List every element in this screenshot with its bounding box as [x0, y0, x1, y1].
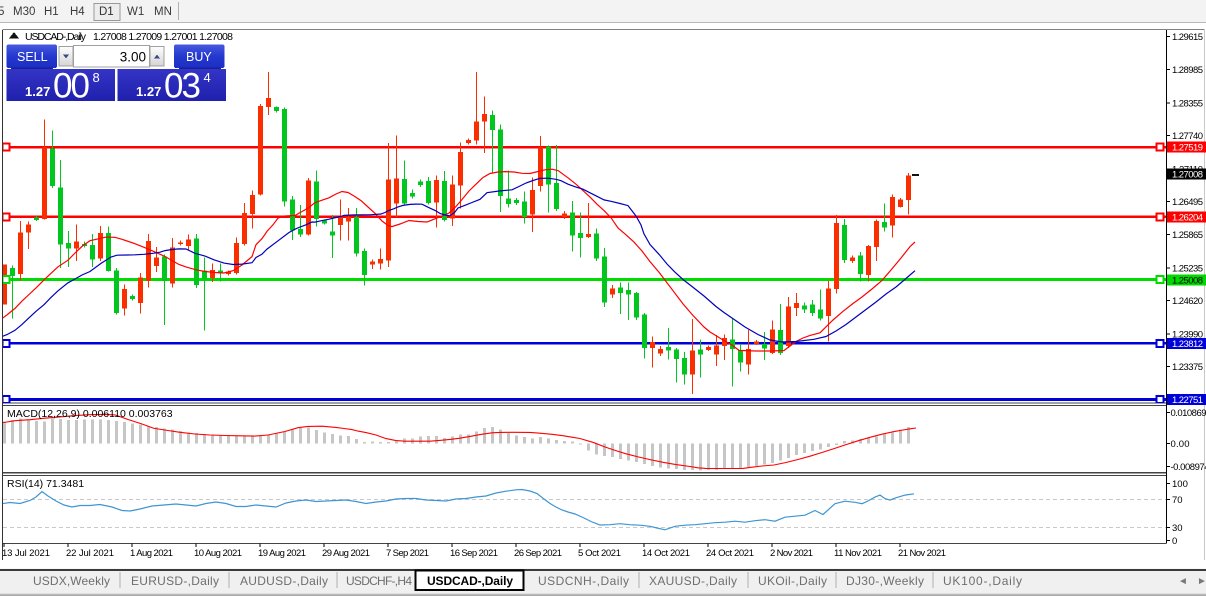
- svg-text:USDCAD-,Daily: USDCAD-,Daily: [427, 574, 513, 588]
- svg-text:1.25235: 1.25235: [1172, 264, 1203, 275]
- svg-text:USDCNH-,Daily: USDCNH-,Daily: [538, 574, 629, 588]
- svg-text:19 Aug 2021: 19 Aug 2021: [258, 548, 306, 559]
- svg-text:H4: H4: [70, 6, 85, 18]
- svg-text:1.23812: 1.23812: [1172, 339, 1203, 350]
- svg-text:EURUSD-,Daily: EURUSD-,Daily: [131, 574, 219, 588]
- svg-text:USDCAD-,Daily: USDCAD-,Daily: [25, 31, 87, 43]
- svg-text:SELL: SELL: [17, 50, 48, 64]
- svg-text:7 Sep 2021: 7 Sep 2021: [386, 548, 429, 559]
- svg-text:1.22751: 1.22751: [1172, 395, 1203, 406]
- svg-text:0.010869: 0.010869: [1171, 408, 1206, 419]
- svg-text:1.24620: 1.24620: [1172, 296, 1203, 307]
- svg-text:1.28355: 1.28355: [1172, 98, 1203, 109]
- svg-text:AUDUSD-,Daily: AUDUSD-,Daily: [240, 574, 328, 588]
- svg-text:5: 5: [0, 6, 4, 18]
- svg-text:RSI(14) 71.3481: RSI(14) 71.3481: [7, 478, 84, 490]
- svg-text:MN: MN: [154, 6, 172, 18]
- svg-text:0: 0: [1172, 536, 1177, 547]
- svg-text:29 Aug 2021: 29 Aug 2021: [322, 548, 370, 559]
- svg-text:1.27008: 1.27008: [1172, 170, 1203, 181]
- svg-text:►: ►: [1197, 576, 1206, 587]
- svg-text:10 Aug 2021: 10 Aug 2021: [194, 548, 242, 559]
- svg-text:MACD(12,26,9) 0.006110 0.00376: MACD(12,26,9) 0.006110 0.003763: [7, 408, 173, 420]
- svg-text:1 Aug 2021: 1 Aug 2021: [130, 548, 173, 559]
- svg-text:1.26204: 1.26204: [1172, 212, 1203, 223]
- svg-text:-0.008974: -0.008974: [1171, 462, 1206, 473]
- svg-text:1.23375: 1.23375: [1172, 362, 1203, 373]
- svg-text:XAUUSD-,Daily: XAUUSD-,Daily: [649, 574, 737, 588]
- svg-text:21 Nov 2021: 21 Nov 2021: [898, 548, 946, 559]
- svg-text:USDX,Weekly: USDX,Weekly: [33, 574, 110, 588]
- svg-text:2 Nov 2021: 2 Nov 2021: [770, 548, 813, 559]
- svg-text:30: 30: [1172, 523, 1183, 534]
- svg-text:1.27008 1.27009 1.27001 1.2700: 1.27008 1.27009 1.27001 1.27008: [93, 31, 233, 43]
- svg-text:8: 8: [93, 70, 100, 85]
- svg-text:1.29615: 1.29615: [1172, 32, 1203, 43]
- svg-text:13 Jul 2021: 13 Jul 2021: [2, 548, 50, 559]
- svg-text:W1: W1: [127, 6, 144, 18]
- svg-text:1.27: 1.27: [136, 84, 161, 99]
- svg-text:4: 4: [204, 70, 211, 85]
- svg-text:UKOil-,Daily: UKOil-,Daily: [758, 574, 827, 588]
- svg-text:70: 70: [1172, 495, 1183, 506]
- svg-text:UK100-,Daily: UK100-,Daily: [943, 574, 1022, 588]
- svg-text:1.23990: 1.23990: [1172, 329, 1203, 340]
- svg-text:22 Jul 2021: 22 Jul 2021: [66, 548, 114, 559]
- svg-text:USDCHF-,H4: USDCHF-,H4: [346, 574, 412, 588]
- svg-text:1.27: 1.27: [25, 84, 50, 99]
- svg-text:11 Nov 2021: 11 Nov 2021: [834, 548, 882, 559]
- svg-text:1.25865: 1.25865: [1172, 230, 1203, 241]
- svg-text:16 Sep 2021: 16 Sep 2021: [450, 548, 498, 559]
- svg-text:3.00: 3.00: [120, 50, 146, 65]
- svg-text:1.26495: 1.26495: [1172, 197, 1203, 208]
- svg-text:100: 100: [1172, 479, 1188, 490]
- svg-text:24 Oct 2021: 24 Oct 2021: [706, 548, 754, 559]
- svg-text:1.28985: 1.28985: [1172, 65, 1203, 76]
- svg-text:5 Oct 2021: 5 Oct 2021: [578, 548, 621, 559]
- svg-text:0.00: 0.00: [1171, 439, 1190, 450]
- svg-text:D1: D1: [99, 6, 114, 18]
- svg-text:M30: M30: [13, 6, 35, 18]
- svg-text:BUY: BUY: [186, 50, 212, 64]
- svg-text:1.27740: 1.27740: [1172, 131, 1203, 142]
- svg-text:26 Sep 2021: 26 Sep 2021: [514, 548, 562, 559]
- svg-text:00: 00: [53, 67, 90, 106]
- svg-text:◄: ◄: [1178, 576, 1188, 587]
- svg-text:1.27519: 1.27519: [1172, 143, 1203, 154]
- svg-text:DJ30-,Weekly: DJ30-,Weekly: [846, 574, 924, 588]
- svg-text:H1: H1: [44, 6, 59, 18]
- svg-text:03: 03: [164, 67, 201, 106]
- svg-text:14 Oct 2021: 14 Oct 2021: [642, 548, 690, 559]
- svg-text:1.25008: 1.25008: [1172, 276, 1203, 287]
